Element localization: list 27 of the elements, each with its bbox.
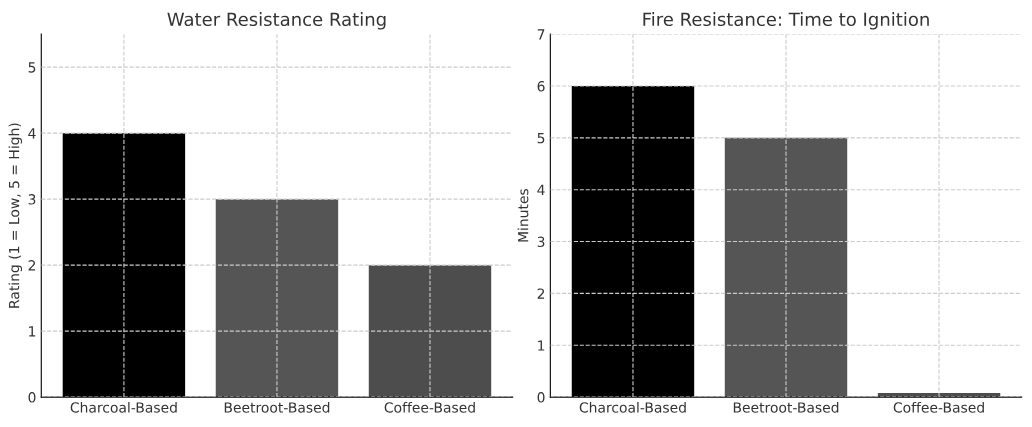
x-tick-label: Charcoal-Based bbox=[579, 401, 686, 413]
x-tick-label: Beetroot-Based bbox=[733, 401, 839, 413]
y-tick-label: 0 bbox=[537, 392, 545, 403]
y-tick-label: 4 bbox=[537, 184, 545, 195]
y-tick-label: 5 bbox=[28, 62, 36, 73]
y-tick-label: 6 bbox=[537, 80, 545, 92]
x-tick-label: Coffee-Based bbox=[384, 401, 475, 413]
y-axis-title: Rating (1 = Low, 5 = High) bbox=[8, 123, 23, 308]
y-axis-title: Minutes bbox=[517, 188, 529, 242]
bar bbox=[215, 199, 339, 398]
bar bbox=[724, 137, 848, 398]
y-tick-label: 5 bbox=[537, 133, 545, 144]
x-tick-label: Charcoal-Based bbox=[70, 401, 177, 413]
bar bbox=[368, 265, 492, 398]
y-tick-label: 4 bbox=[28, 128, 36, 139]
x-tick-label: Coffee-Based bbox=[893, 401, 984, 413]
chart-title: Water Resistance Rating bbox=[167, 12, 386, 30]
y-tick-label: 3 bbox=[537, 236, 545, 248]
chart-title: Fire Resistance: Time to Ignition bbox=[643, 12, 929, 30]
x-tick-label: Beetroot-Based bbox=[224, 401, 330, 413]
y-tick-label: 1 bbox=[29, 326, 36, 337]
y-tick-label: 7 bbox=[537, 29, 545, 40]
y-tick-label: 0 bbox=[28, 392, 36, 403]
y-tick-label: 3 bbox=[28, 194, 36, 205]
y-tick-label: 2 bbox=[537, 288, 545, 299]
y-tick-label: 1 bbox=[538, 340, 545, 351]
y-tick-label: 2 bbox=[28, 260, 36, 271]
